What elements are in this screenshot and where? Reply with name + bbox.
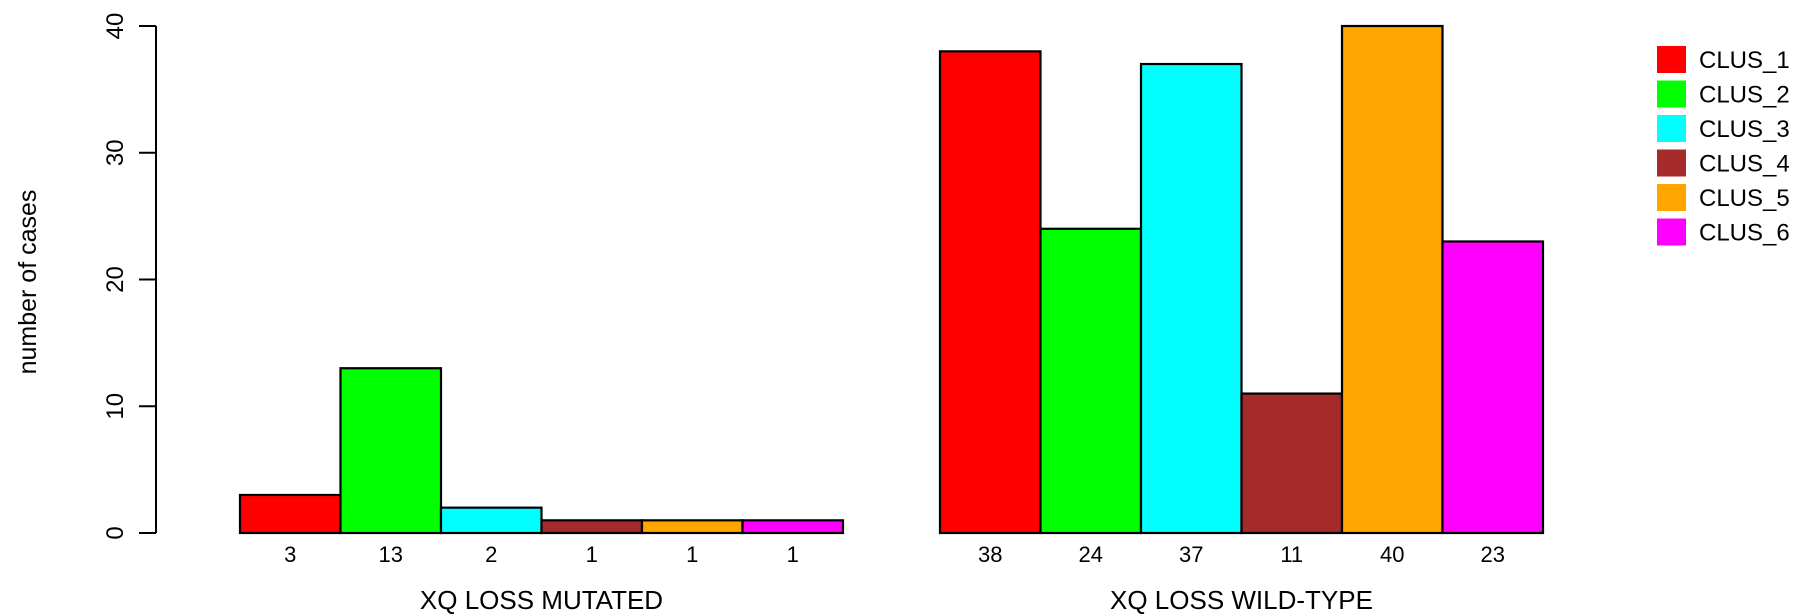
- legend-swatch: [1657, 149, 1686, 177]
- y-tick-label: 0: [102, 526, 129, 539]
- bar-value-label: 1: [686, 542, 698, 567]
- legend-label: CLUS_2: [1699, 82, 1790, 109]
- y-tick-label: 20: [102, 266, 129, 293]
- bar-clus-3: [439, 506, 543, 535]
- y-tick-label: 30: [102, 139, 129, 166]
- bar-value-label: 3: [284, 542, 296, 567]
- legend-swatch: [1657, 115, 1686, 142]
- y-axis-title: number of cases: [14, 190, 42, 375]
- group-label: XQ LOSS WILD-TYPE: [1110, 585, 1373, 615]
- bar-clus-6: [1441, 240, 1545, 535]
- bar-clus-3: [1139, 62, 1243, 535]
- bar-value-label: 11: [1280, 542, 1303, 567]
- legend-label: CLUS_4: [1699, 151, 1790, 178]
- legend-swatch: [1657, 184, 1686, 211]
- bar-value-label: 24: [1079, 542, 1103, 567]
- bar-clus-2: [339, 367, 443, 535]
- bar-clus-6: [741, 519, 845, 535]
- legend-label: CLUS_6: [1699, 220, 1790, 247]
- bar-clus-4: [540, 519, 644, 535]
- group-label: XQ LOSS MUTATED: [420, 585, 663, 615]
- bar-value-label: 37: [1179, 542, 1203, 567]
- bar-value-label: 2: [485, 542, 497, 567]
- bar-clus-5: [640, 519, 744, 535]
- legend-swatch: [1657, 46, 1686, 73]
- bars: [238, 24, 1545, 535]
- y-axis: 0 10 20 30 40: [102, 13, 157, 540]
- legend-swatch: [1657, 218, 1686, 246]
- bar-clus-4: [1240, 392, 1344, 535]
- bar-clus-5: [1340, 24, 1444, 535]
- bar-clus-1: [938, 50, 1042, 535]
- bar-clus-1: [238, 493, 342, 535]
- bar-value-label: 40: [1380, 542, 1404, 567]
- legend-label: CLUS_3: [1699, 116, 1790, 143]
- y-tick-label: 40: [102, 13, 129, 40]
- legend-swatch: [1657, 80, 1686, 108]
- y-tick-label: 10: [102, 393, 129, 420]
- bar-value-label: 13: [379, 542, 403, 567]
- legend-label: CLUS_1: [1699, 47, 1790, 74]
- bar-value-label: 1: [787, 542, 799, 567]
- bar-clus-2: [1039, 227, 1143, 535]
- bar-value-label: 38: [978, 542, 1002, 567]
- bar-value-label: 1: [586, 542, 598, 567]
- legend-label: CLUS_5: [1699, 185, 1790, 212]
- legend: CLUS_1 CLUS_2 CLUS_3 CLUS_4 CLUS_5 CLUS_6: [1657, 46, 1790, 247]
- bar-value-label: 23: [1481, 542, 1505, 567]
